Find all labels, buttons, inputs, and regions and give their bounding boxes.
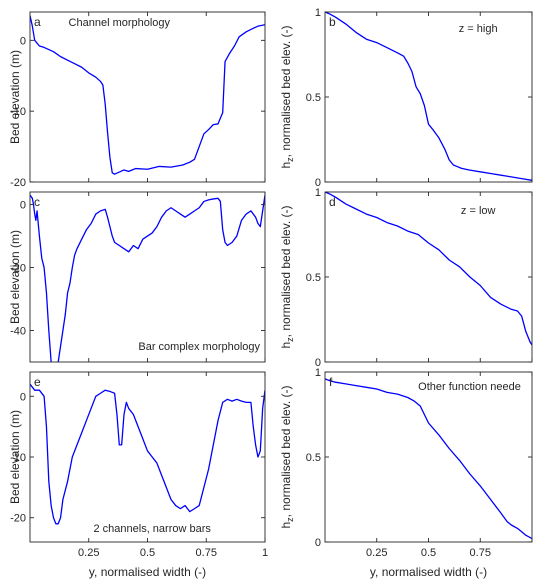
panel-c: -40 -20 0 c Bar complex morphology Bed elevat… [8,191,266,363]
x-axis-label-f: y, normalised width (-) [370,565,487,579]
panel-label-c: c [34,195,40,209]
series-line-e [30,383,265,525]
y-tick-label-e: -20 [10,513,26,525]
x-axis-label-e: y, normalised width (-) [89,565,206,579]
axes-frame-d [324,191,533,363]
y-tick-label-e: 0 [20,391,26,403]
y-tick-label-b: 0.5 [306,92,321,104]
y-axis-label-a: Bed elevation (m) [8,50,22,144]
panel-label-e: e [34,375,41,389]
series-line-a [30,15,265,175]
panel-f: 0 0.5 1 0.25 0.5 0.75 f Other function neede hz,… [279,367,533,579]
axes-frame-a [29,11,266,183]
axes-frame-b [324,11,533,183]
y-tick-label-e: -10 [10,452,26,464]
annotation-c: Bar complex morphology [138,341,260,353]
y-tick-label-f: 1 [315,367,321,379]
panel-a: -20 -10 0a Channel morphology Bed elevation … [8,11,266,189]
axes-frame-f [324,371,533,543]
y-axis-label-d: hz, normalised bed elev. (-) [279,205,295,348]
y-tick-label-d: 0.5 [306,272,321,284]
y-tick-label-b: 1 [315,7,321,19]
axes-frame-e [29,371,266,543]
panel-b: 0 0.5 1b z = high hz, normalised bed elev. (… [279,7,533,189]
y-axis-label-f: hz, normalised bed elev. (-) [279,385,295,528]
series-line-d [325,192,532,346]
y-axis-label-b: hz, normalised bed elev. (-) [279,25,295,168]
x-tick-label-e: 0.25 [78,547,99,559]
y-tick-label-a: -10 [10,106,26,118]
annotation-a: Channel morphology [69,17,171,29]
y-tick-label-b: 0 [315,177,321,189]
y-tick-label-a: -20 [10,177,26,189]
series-line-f [325,378,532,540]
panel-label-b: b [329,15,336,29]
x-tick-label-e: 0.5 [140,547,155,559]
y-tick-label-c: -20 [10,263,26,275]
y-tick-label-d: 0 [315,357,321,369]
annotation-e: 2 channels, narrow bars [93,523,211,535]
annotation-f: Other function neede [418,381,521,393]
y-tick-label-a: 0 [20,35,26,47]
annotation-b: z = high [459,23,498,35]
y-tick-label-c: 0 [20,200,26,212]
panel-label-a: a [34,15,41,29]
y-axis-label-c: Bed elevation (m) [8,230,22,324]
x-tick-label-e: 0.75 [196,547,217,559]
y-tick-label-f: 0.5 [306,452,321,464]
x-tick-label-f: 0.5 [421,547,436,559]
y-tick-label-d: 1 [315,187,321,199]
x-tick-label-f: 0.25 [366,547,387,559]
y-axis-label-e: Bed elevation (m) [8,410,22,504]
axes-frame-c [29,191,266,363]
x-tick-label-e: 1 [262,547,268,559]
series-line-c [30,194,265,362]
series-line-b [325,12,532,181]
y-tick-label-c: -40 [10,326,26,338]
panel-label-f: f [329,375,333,389]
annotation-d: z = low [461,205,496,217]
panel-label-d: d [329,195,336,209]
x-tick-label-f: 0.75 [470,547,491,559]
panel-d: 0 0.5 1d z = low hz, normalised bed elev. (-… [279,187,533,369]
panel-e: -20 -10 0 0.25 0.5 0.75 1 e 2 channels, narrow b… [8,371,268,579]
y-tick-label-f: 0 [315,537,321,549]
